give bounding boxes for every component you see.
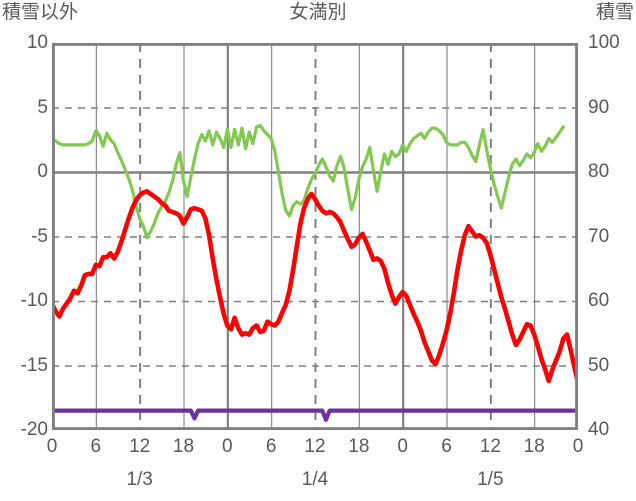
series-line-red-series: [52, 189, 578, 385]
series-line-green-series: [52, 123, 565, 240]
y-left-tick-3: -5: [31, 225, 48, 247]
y-right-tick-5: 50: [588, 354, 610, 376]
plot-frame: [52, 43, 578, 430]
y-left-tick-4: -10: [20, 290, 48, 311]
x-tick-9: 6: [441, 436, 452, 457]
x-tick-5: 6: [265, 436, 277, 457]
y-left-tick-5: -15: [20, 354, 48, 376]
y-left-tick-6: -20: [20, 419, 48, 440]
x-tick-11: 18: [523, 436, 545, 457]
x-tick-4: 0: [222, 436, 233, 457]
x-tick-1: 6: [90, 436, 102, 457]
x-tick-10: 12: [479, 436, 501, 457]
x-tick-12: 0: [572, 436, 584, 457]
x-tick-0: 0: [46, 436, 58, 457]
series-line-purple-series: [52, 408, 578, 422]
y-left-tick-0: 10: [26, 32, 48, 53]
right-axis-caption: 積雪: [595, 2, 634, 23]
day-label-1: 1/4: [301, 469, 329, 490]
y-left-tick-1: 5: [37, 96, 48, 118]
y-right-tick-2: 80: [588, 161, 610, 182]
day-label-0: 1/3: [126, 469, 153, 490]
y-left-tick-2: 0: [37, 161, 48, 182]
plot-area: [52, 43, 578, 430]
x-tick-8: 0: [397, 436, 408, 457]
y-right-tick-0: 100: [588, 32, 620, 53]
plot-svg: [52, 43, 578, 430]
y-right-tick-4: 60: [588, 290, 610, 311]
y-right-tick-3: 70: [588, 225, 610, 247]
x-tick-7: 18: [348, 436, 370, 457]
y-right-tick-1: 90: [588, 96, 610, 118]
left-axis-caption: 積雪以外: [2, 2, 79, 23]
y-right-tick-6: 40: [588, 419, 610, 440]
chart-title: 女満別: [289, 2, 347, 23]
x-tick-3: 18: [172, 436, 195, 457]
x-tick-6: 12: [304, 436, 326, 457]
day-label-2: 1/5: [477, 469, 504, 490]
x-tick-2: 12: [129, 436, 151, 457]
